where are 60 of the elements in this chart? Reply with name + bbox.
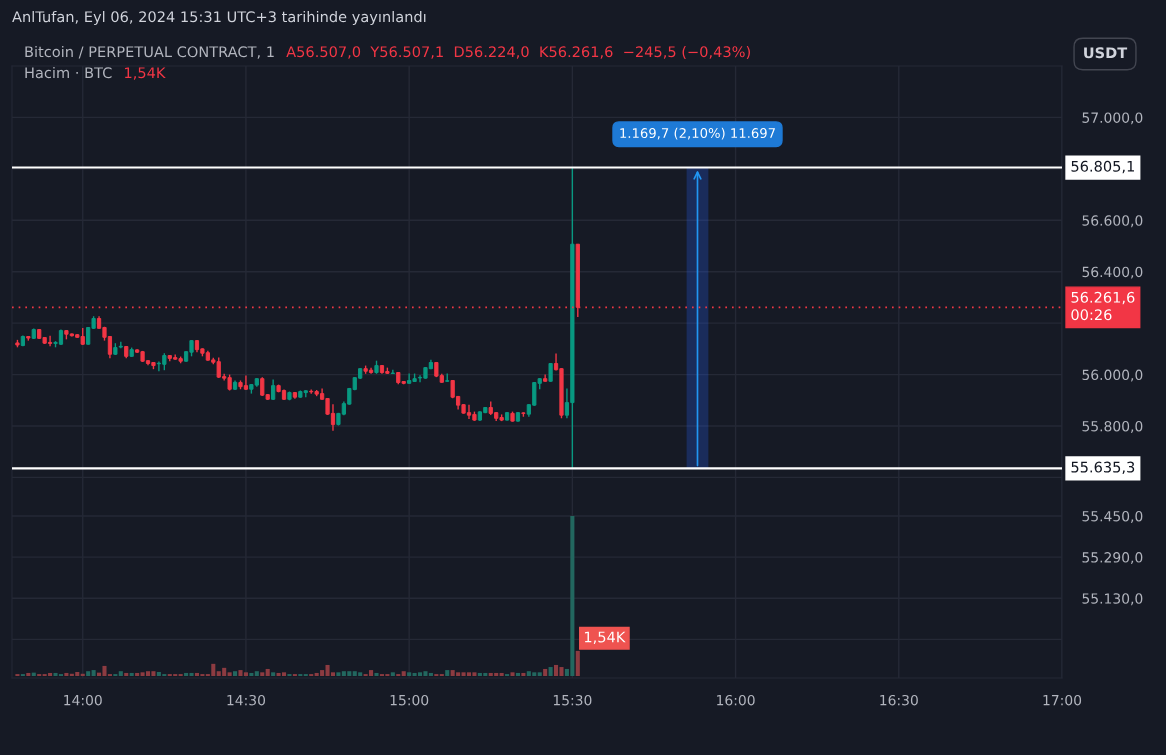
bar bbox=[118, 671, 123, 676]
bar bbox=[515, 672, 520, 676]
bar bbox=[281, 672, 287, 676]
x-tick-label: 15:00 bbox=[390, 694, 429, 706]
chart-subtitle: A56.507,0 Y56.507,1 D56.224,0 K56.261,6 −245,5 (−0,43%) bbox=[286, 45, 750, 59]
bar bbox=[499, 672, 504, 676]
bar bbox=[145, 671, 151, 676]
bar bbox=[26, 672, 31, 676]
y-tick-label: 56.400,0 bbox=[1082, 266, 1143, 279]
bar bbox=[390, 672, 395, 676]
bar bbox=[249, 672, 254, 676]
x-tick-label: 16:00 bbox=[717, 694, 755, 706]
x-tick-label: 17:00 bbox=[1043, 694, 1082, 706]
bar bbox=[271, 672, 276, 676]
ref-line-label: 55.635,3 bbox=[1071, 461, 1135, 475]
bar bbox=[91, 670, 96, 676]
bar bbox=[260, 672, 265, 676]
bar bbox=[510, 672, 515, 676]
ref-line-label: 56.261,6 00:26 bbox=[1071, 291, 1135, 321]
bar bbox=[124, 672, 129, 676]
y-tick-label: 56.600,0 bbox=[1082, 215, 1143, 228]
bar bbox=[194, 672, 200, 676]
bar bbox=[265, 668, 270, 676]
bar bbox=[129, 672, 134, 676]
text: 1,54K bbox=[125, 67, 166, 80]
annotation: 1,54K bbox=[584, 631, 626, 644]
x-tick-label: 16:30 bbox=[880, 694, 918, 706]
bar bbox=[543, 668, 548, 676]
bar bbox=[64, 672, 69, 676]
bar bbox=[374, 672, 379, 676]
bar bbox=[445, 670, 450, 676]
y-axis-title: USDT bbox=[1084, 47, 1128, 59]
bar bbox=[254, 671, 259, 676]
bar bbox=[407, 672, 412, 676]
bar bbox=[227, 672, 232, 676]
x-tick-label: 14:30 bbox=[227, 694, 266, 706]
candlestick bbox=[548, 362, 553, 383]
bar bbox=[548, 667, 553, 676]
ref-line-label: 56.805,1 bbox=[1071, 160, 1134, 174]
y-tick-label: 57.000,0 bbox=[1082, 112, 1143, 125]
x-tick-label: 15:30 bbox=[553, 694, 592, 706]
bar bbox=[86, 671, 91, 676]
annotation: 1.169,7 (2,10%) 11.697 bbox=[620, 127, 775, 140]
y-tick-label: 56.000,0 bbox=[1082, 369, 1143, 382]
bar bbox=[537, 672, 542, 676]
bar bbox=[336, 672, 341, 676]
bar bbox=[466, 672, 472, 676]
bar bbox=[575, 650, 580, 676]
y-tick-label: 55.130,0 bbox=[1082, 593, 1143, 606]
bar bbox=[401, 671, 406, 676]
bar bbox=[135, 672, 140, 676]
text: AnlTufan, Eyl 06, 2024 15:31 UTC+3 tarihinde yayınlandı bbox=[12, 10, 426, 26]
bar bbox=[233, 671, 238, 676]
y-tick-label: 55.290,0 bbox=[1082, 552, 1143, 565]
y-tick-label: 55.800,0 bbox=[1082, 420, 1143, 433]
bar bbox=[521, 672, 526, 676]
chart-title: Hacim · BTC bbox=[25, 66, 112, 79]
x-tick-label: 14:00 bbox=[64, 694, 102, 706]
y-tick-label: 55.450,0 bbox=[1082, 510, 1143, 523]
chart-title: Bitcoin / PERPETUAL CONTRACT, 1 bbox=[25, 45, 274, 59]
